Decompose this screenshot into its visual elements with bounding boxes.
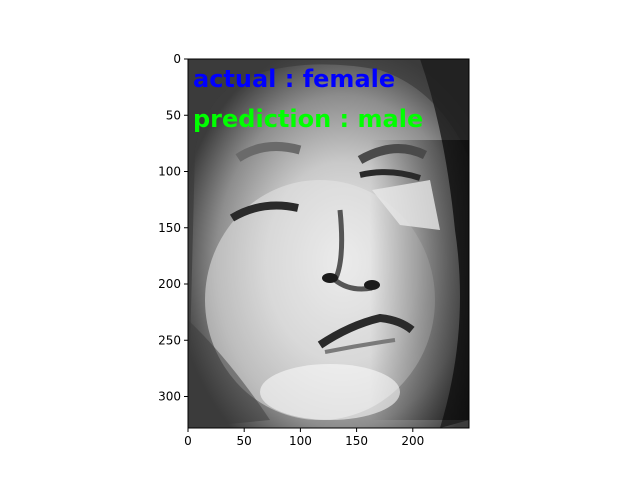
x-axis-ticks: 0 50 100 150 200 (184, 428, 424, 448)
axes-frame (187, 58, 470, 429)
prediction-label: prediction : male (193, 105, 423, 133)
y-tick-label: 0 (173, 52, 181, 66)
x-tick-label: 50 (237, 434, 252, 448)
y-axis-ticks: 0 50 100 150 200 250 300 (158, 52, 188, 404)
x-tick-label: 200 (401, 434, 424, 448)
y-tick-label: 100 (158, 165, 181, 179)
actual-label: actual : female (193, 65, 395, 93)
grayscale-face-photo (188, 59, 469, 428)
x-tick-label: 150 (345, 434, 368, 448)
x-tick-label: 0 (184, 434, 192, 448)
y-tick-label: 50 (166, 108, 181, 122)
y-tick-label: 300 (158, 390, 181, 404)
y-tick-label: 200 (158, 277, 181, 291)
y-tick-label: 150 (158, 221, 181, 235)
x-tick-label: 100 (289, 434, 312, 448)
y-tick-label: 250 (158, 333, 181, 347)
